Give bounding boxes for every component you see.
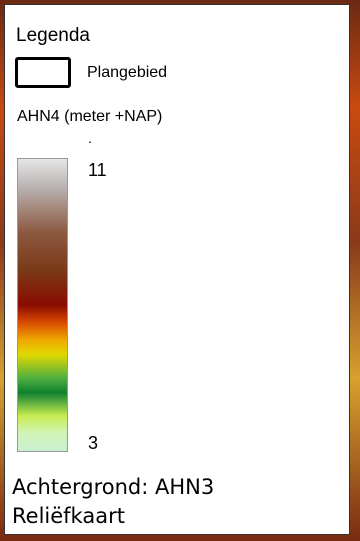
colorbar-title: AHN4 (meter +NAP) xyxy=(17,108,162,126)
colorbar-min-label: 3 xyxy=(88,433,98,454)
footer-line: Reliëfkaart xyxy=(12,504,125,528)
legend-item-label: Plangebied xyxy=(87,64,167,82)
colorbar-note: . xyxy=(88,130,92,146)
legend-title: Legenda xyxy=(16,25,90,47)
colorbar xyxy=(17,158,68,452)
page: Legenda Plangebied AHN4 (meter +NAP) . 1… xyxy=(0,0,360,541)
footer-line: Achtergrond: AHN3 xyxy=(12,475,214,499)
plangebied-symbol xyxy=(15,57,71,88)
colorbar-max-label: 11 xyxy=(88,160,107,181)
